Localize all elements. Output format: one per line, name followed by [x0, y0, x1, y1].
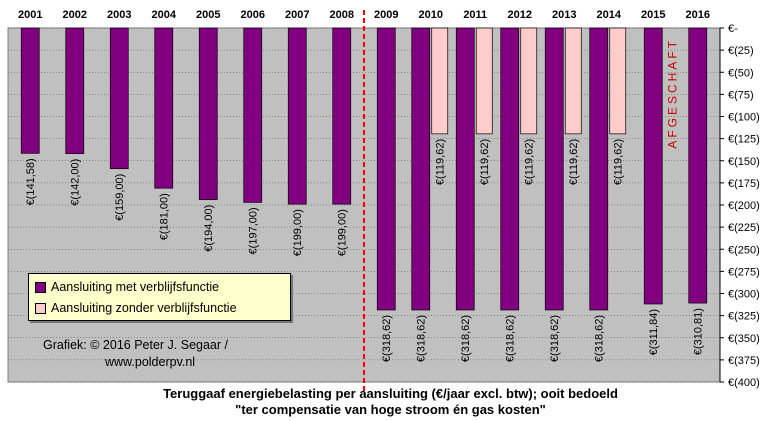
bar-met-verblijfsfunctie [287, 27, 307, 205]
bar-met-verblijfsfunctie [411, 27, 431, 311]
chart-caption: Teruggaaf energiebelasting per aansluiti… [0, 386, 781, 418]
caption-line-2: "ter compensatie van hoge stroom én gas … [235, 402, 546, 417]
bar-zonder-verblijfsfunctie [520, 27, 538, 135]
bar-met-verblijfsfunctie [109, 27, 129, 170]
data-label-met: €(318,62) [594, 315, 606, 362]
data-label-met: €(311,84) [648, 309, 660, 355]
y-tick-label: €(375) [728, 355, 760, 367]
x-tick-label: 2005 [196, 9, 220, 21]
x-tick-label: 2015 [641, 9, 665, 21]
y-tick-label: €(400) [728, 377, 760, 389]
bar-met-verblijfsfunctie [688, 27, 708, 304]
x-tick-label: 2002 [63, 9, 87, 21]
legend-item-zonder: Aansluiting zonder verblijfsfunctie [35, 300, 237, 316]
x-tick-label: 2001 [18, 9, 42, 21]
x-tick-label: 2004 [152, 9, 177, 21]
x-tick-label: 2009 [374, 9, 398, 21]
x-tick-label: 2012 [508, 9, 532, 21]
y-tick-label: €(125) [728, 134, 760, 146]
y-tick-label: €(300) [728, 289, 760, 301]
y-tick-label: €(200) [728, 200, 760, 212]
bar-met-verblijfsfunctie [65, 27, 85, 155]
x-tick-label: 2011 [463, 9, 487, 21]
data-label-met: €(194,00) [203, 205, 215, 252]
bar-met-verblijfsfunctie [376, 27, 396, 311]
data-label-met: €(142,00) [70, 159, 82, 206]
bar-zonder-verblijfsfunctie [609, 27, 627, 135]
legend-label-met: Aansluiting met verblijfsfunctie [51, 280, 220, 294]
bar-zonder-verblijfsfunctie [431, 27, 449, 135]
y-tick-label: €(250) [728, 244, 760, 256]
bar-met-verblijfsfunctie [20, 27, 40, 154]
legend-item-met: Aansluiting met verblijfsfunctie [35, 279, 219, 295]
bar-zonder-verblijfsfunctie [475, 27, 493, 135]
credit-line-1: Grafiek: © 2016 Peter J. Segaar / [43, 338, 228, 352]
y-tick-label: €(25) [728, 45, 754, 57]
data-label-met: €(318,62) [549, 315, 561, 362]
data-label-met: €(199,00) [337, 209, 349, 256]
bar-met-verblijfsfunctie [332, 27, 352, 205]
data-label-zonder: €(119,62) [524, 139, 536, 185]
data-label-met: €(181,00) [159, 193, 171, 240]
bar-met-verblijfsfunctie [198, 27, 218, 201]
bar-met-verblijfsfunctie [154, 27, 174, 189]
x-tick-label: 2003 [107, 9, 131, 21]
x-tick-label: 2016 [686, 9, 710, 21]
bar-met-verblijfsfunctie [243, 27, 263, 203]
chart-credit: Grafiek: © 2016 Peter J. Segaar / www.po… [43, 337, 303, 371]
x-tick-label: 2007 [285, 9, 309, 21]
bar-met-verblijfsfunctie [500, 27, 520, 311]
y-tick-label: €- [728, 23, 738, 35]
data-label-met: €(159,00) [114, 174, 126, 221]
legend-swatch-purple [35, 281, 46, 293]
afgeschaft-stamp: AFGESCHAFT [665, 38, 679, 149]
y-tick-label: €(150) [728, 156, 760, 168]
bar-zonder-verblijfsfunctie [564, 27, 582, 135]
y-tick-label: €(350) [728, 333, 760, 345]
data-label-met: €(197,00) [248, 207, 260, 254]
data-label-met: €(318,62) [460, 315, 472, 362]
data-label-zonder: €(119,62) [479, 139, 491, 185]
x-tick-label: 2010 [419, 9, 443, 21]
bar-met-verblijfsfunctie [643, 27, 663, 305]
y-tick-label: €(175) [728, 178, 760, 190]
credit-line-2: www.polderpv.nl [105, 355, 196, 369]
bar-met-verblijfsfunctie [544, 27, 564, 311]
caption-line-1: Teruggaaf energiebelasting per aansluiti… [163, 386, 618, 401]
data-label-zonder: €(119,62) [568, 139, 580, 185]
legend-swatch-pink [35, 302, 46, 314]
x-tick-label: 2006 [241, 9, 265, 21]
y-tick-label: €(225) [728, 222, 760, 234]
x-tick-label: 2014 [597, 9, 622, 21]
data-label-met: €(318,62) [416, 315, 428, 362]
bar-met-verblijfsfunctie [455, 27, 475, 311]
y-tick-label: €(75) [728, 89, 754, 101]
y-tick-label: €(50) [728, 67, 754, 79]
data-label-met: €(141,58) [25, 158, 37, 205]
bar-met-verblijfsfunctie [589, 27, 609, 311]
data-label-met: €(199,00) [292, 209, 304, 256]
data-label-met: €(318,62) [505, 315, 517, 362]
x-tick-label: 2008 [330, 9, 354, 21]
data-label-zonder: €(119,62) [435, 139, 447, 185]
data-label-met: €(318,62) [381, 315, 393, 362]
data-label-met: €(310,81) [693, 308, 705, 355]
y-tick-label: €(275) [728, 266, 760, 278]
chart-legend: Aansluiting met verblijfsfunctie Aanslui… [28, 273, 291, 321]
y-tick-label: €(325) [728, 311, 760, 323]
y-tick-label: €(100) [728, 112, 760, 124]
data-label-zonder: €(119,62) [613, 139, 625, 185]
legend-label-zonder: Aansluiting zonder verblijfsfunctie [51, 301, 237, 315]
x-tick-label: 2013 [552, 9, 576, 21]
